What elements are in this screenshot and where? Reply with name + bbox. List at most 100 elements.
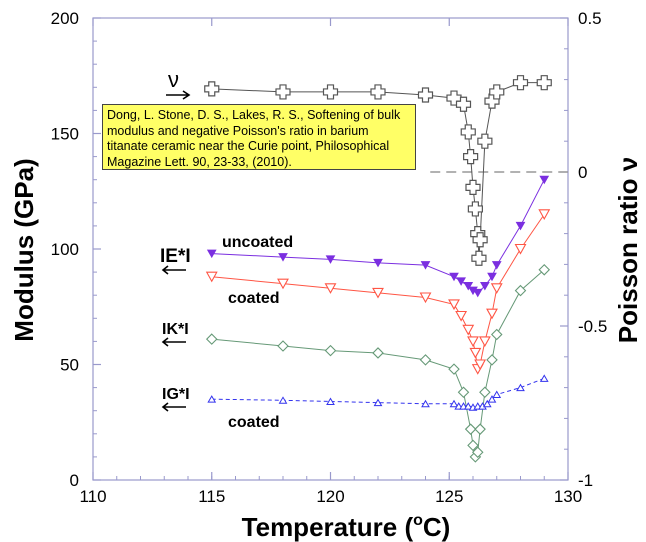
data-point [324,283,337,294]
x-tick-label: 125 [435,487,463,506]
data-point [463,281,474,291]
data-point [322,84,339,100]
data-point [487,272,497,282]
data-point [419,354,432,366]
data-point [474,359,487,371]
data-point [455,96,472,112]
data-point [420,261,431,270]
data-point [486,354,498,366]
data-point [456,277,466,286]
data-point [449,272,459,282]
data-point [373,398,383,407]
data-point [278,253,288,262]
x-tick-label: 110 [79,487,106,506]
plot-frame [92,17,569,481]
y-tick-label: 100 [51,240,79,259]
data-point [465,179,481,195]
data-point [477,133,493,149]
ig-label: IG*I [162,386,190,403]
data-point [277,278,289,290]
y-tick-label: 200 [51,9,79,28]
data-point [538,209,551,220]
citation-note: Dong, L. Stone, D. S., Lakes, R. S., Sof… [102,104,416,170]
data-point [515,221,526,231]
y-tick-label: 0 [70,471,79,490]
data-point [455,310,468,322]
y2-tick-label: 0 [578,163,587,182]
y2-axis-title: Poisson ratio ν [613,157,643,343]
data-point [448,299,460,311]
data-point [324,344,337,357]
data-point [490,328,503,341]
ig-arrow-icon [161,402,186,412]
data-point [539,374,549,382]
y2-tick-label: -1 [578,471,593,490]
data-point [275,84,291,100]
data-point [370,84,386,100]
data-point [448,363,460,375]
data-point [464,423,477,435]
ik-label: IK*I [162,321,189,338]
data-point [204,81,220,97]
data-point [207,395,217,403]
data-point [516,383,525,392]
tick-labels: 110 115 120 125 130 0 50 100 150 200 -1 -0.5 0 0.5 [51,9,608,506]
data-point [467,201,483,217]
series-ik-i [205,264,551,463]
ie-arrow-icon [161,265,186,275]
data-point [487,395,497,403]
series-line [211,377,545,408]
y-tick-label: 150 [51,125,79,144]
data-point [462,324,475,336]
data-point [486,308,498,320]
data-point [463,402,473,410]
data-point [372,347,384,359]
data-point [467,336,479,348]
data-point [514,243,527,255]
data-point [480,281,490,291]
nu-label: ν [168,67,179,92]
data-point [277,340,289,352]
data-point [467,439,479,452]
data-point [479,386,491,398]
data-point [514,284,527,297]
x-tick-label: 115 [198,487,225,506]
data-point [492,390,502,399]
data-point [539,175,550,185]
data-point [536,75,552,91]
x-tick-label: 130 [554,487,582,506]
data-point [489,84,505,100]
data-point [478,336,491,348]
data-point [512,75,529,91]
data-point [457,386,470,398]
coated-label-1: coated [228,290,280,307]
data-point [474,423,486,435]
ik-arrow-icon [161,337,186,347]
series-ig-i-coated [207,374,549,411]
y2-tick-label: -0.5 [578,317,607,336]
data-point [205,333,218,345]
data-point [472,288,483,298]
series-- [204,75,552,266]
series-ie-i-uncoated [206,175,550,298]
data-point [373,258,383,268]
data-point [471,250,487,266]
data-point [460,124,476,140]
series-ie-i-coated [205,209,551,375]
data-point [278,396,288,404]
data-point [472,232,488,248]
data-point [421,399,430,408]
data-point [471,446,484,459]
x-axis-title: Temperature (oC) [242,512,451,542]
data-point [417,87,434,103]
data-point [206,249,217,259]
data-point [325,255,336,264]
data-point [538,264,551,276]
ie-label: IE*I [160,246,191,267]
y-axis-title: Modulus (GPa) [9,158,39,341]
uncoated-label: uncoated [222,234,293,251]
x-tick-label: 120 [316,487,344,506]
series-layer [204,75,552,463]
coated-label-2: coated [228,414,280,431]
